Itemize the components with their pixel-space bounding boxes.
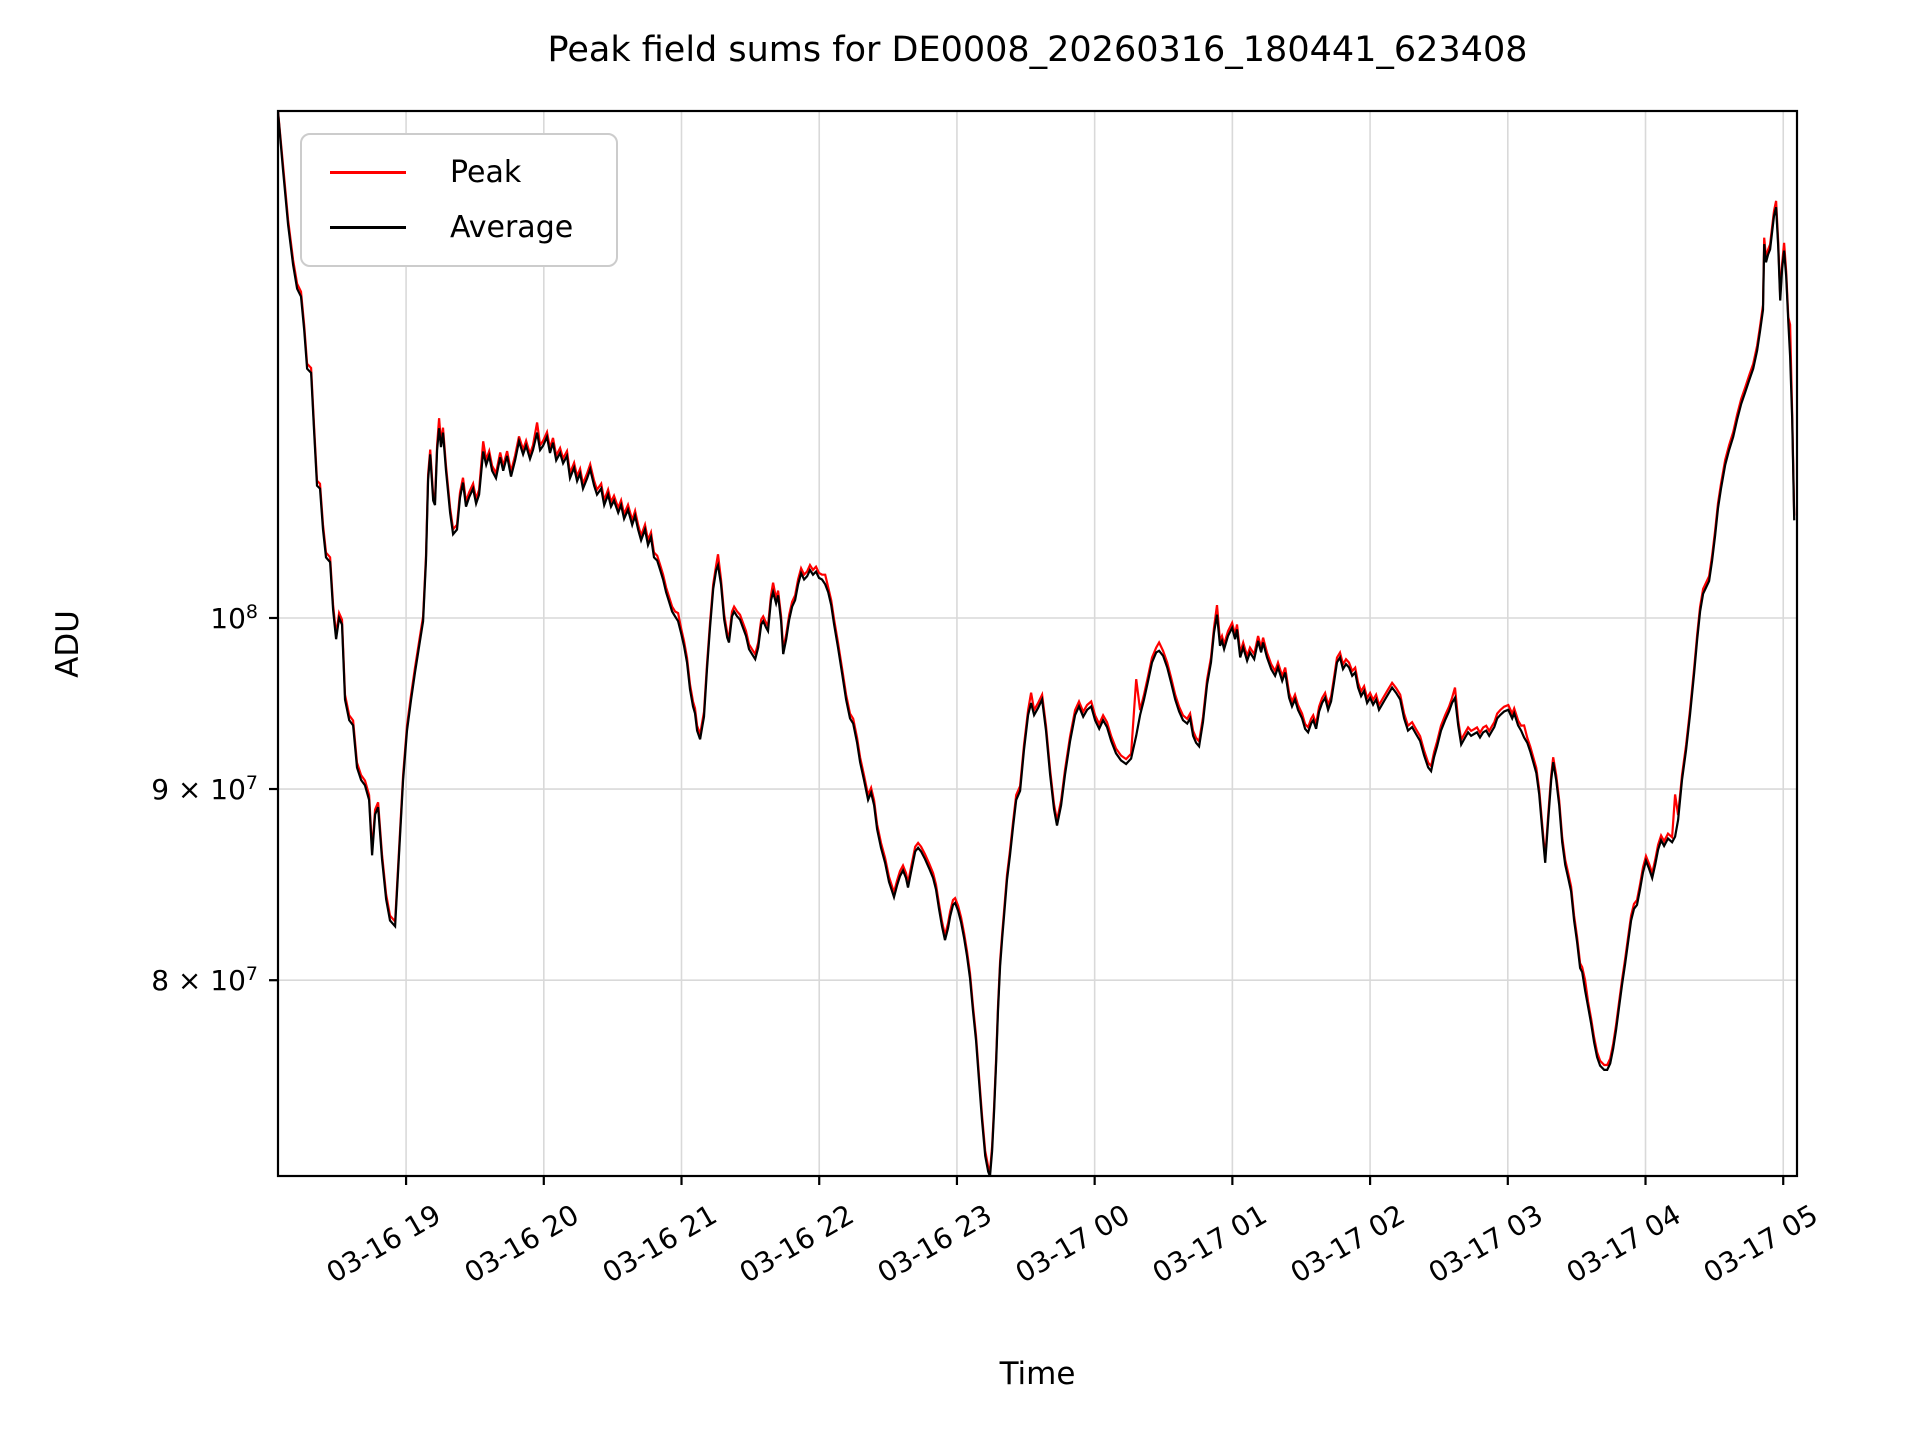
legend-entry-peak: Peak [302,155,616,190]
average-line [278,111,1796,1176]
plot-frame [276,109,1799,1178]
x-axis-label: Time [999,1356,1076,1392]
y-axis-label: ADU [50,610,86,678]
peak-line [278,111,1796,1172]
legend: Peak Average [300,133,618,267]
y-tick-label: 8 × 107 [151,963,258,998]
average-line-swatch [330,226,406,229]
legend-label-peak: Peak [450,155,522,190]
legend-label-average: Average [450,210,574,245]
peak-line-swatch [330,171,406,174]
legend-entry-average: Average [302,210,616,245]
y-tick-label: 108 [210,600,258,636]
chart-title: Peak field sums for DE0008_20260316_1804… [547,30,1528,70]
y-tick-label: 9 × 107 [151,771,258,807]
